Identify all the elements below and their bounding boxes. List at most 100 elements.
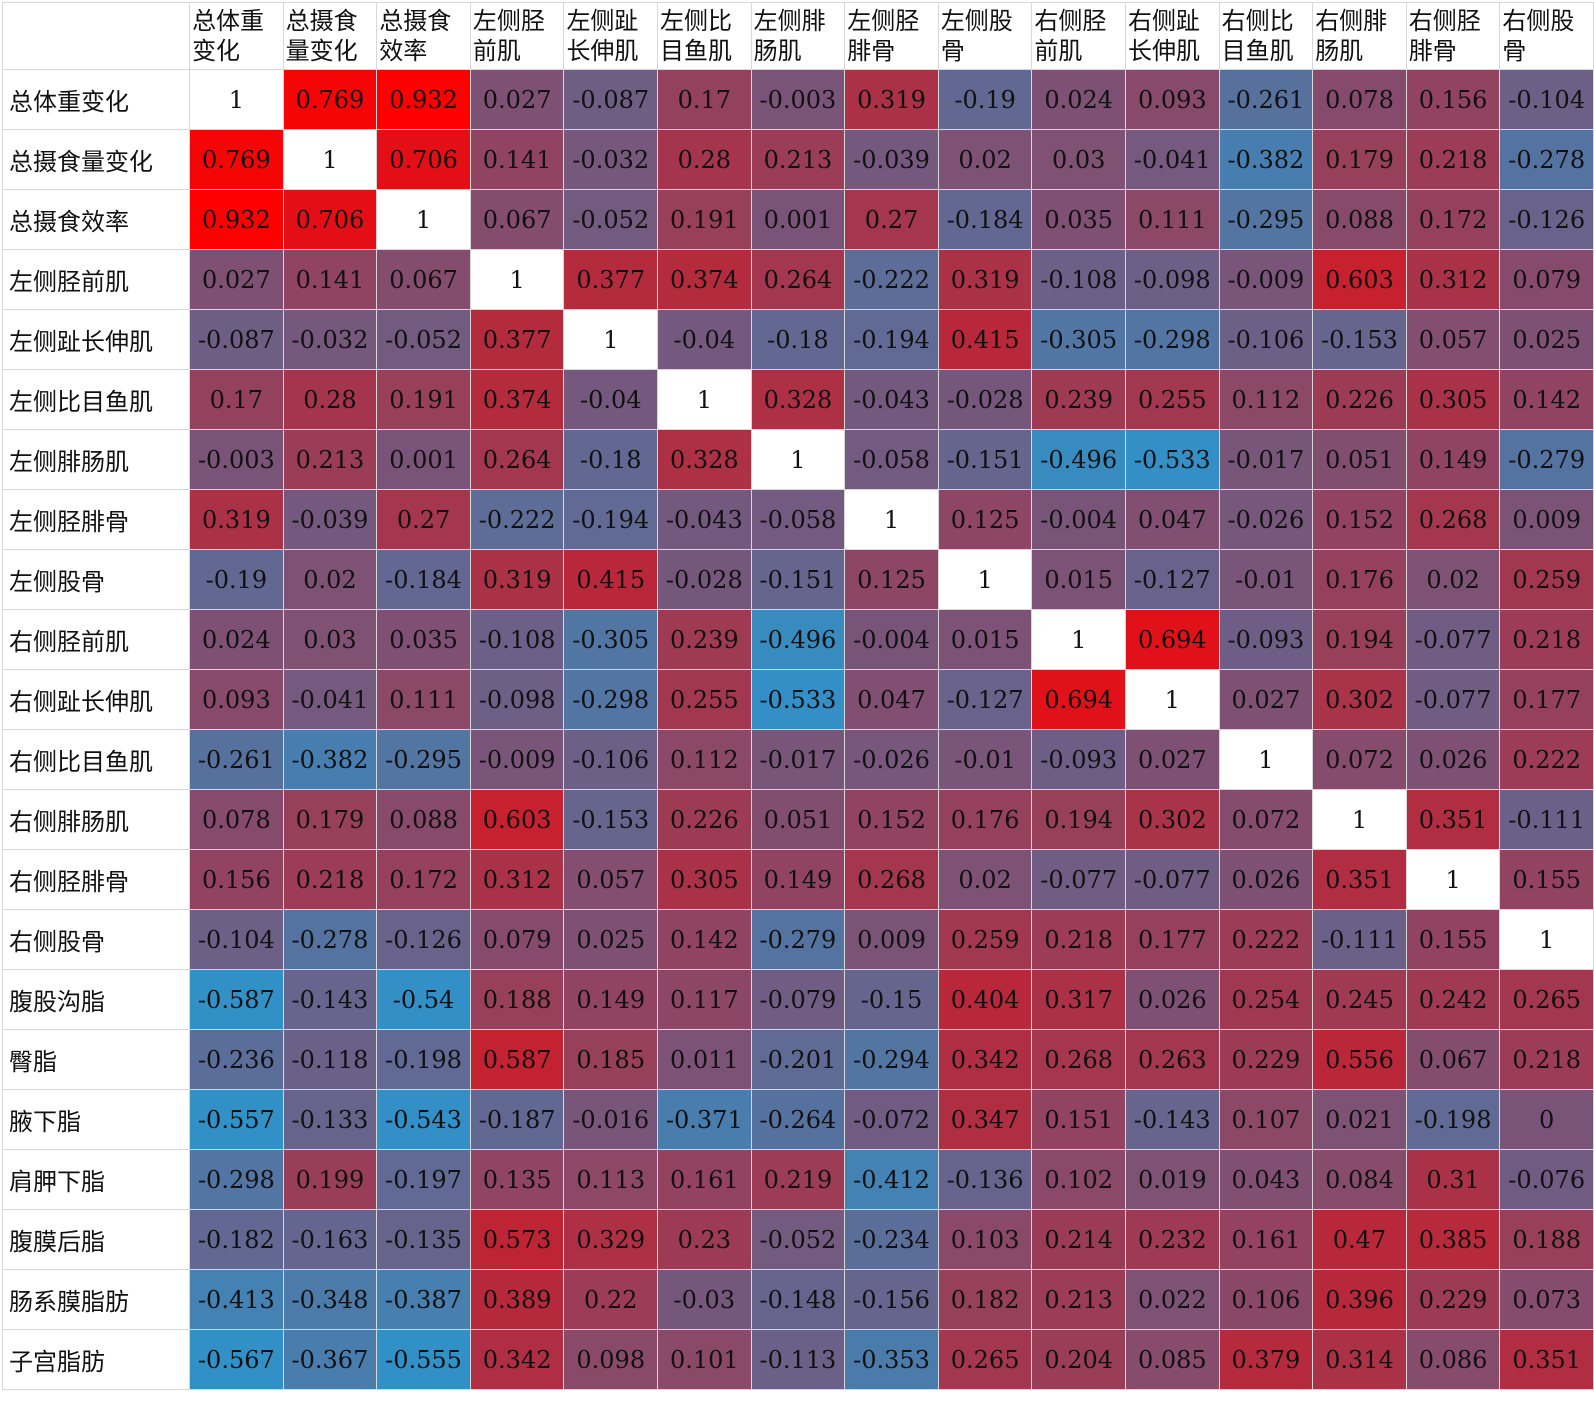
heatmap-cell: -0.098 [469,669,565,730]
heatmap-cell: -0.017 [750,729,846,790]
heatmap-cell: 0.155 [1405,909,1501,970]
heatmap-cell: -0.201 [750,1029,846,1090]
heatmap-cell: -0.009 [1218,249,1314,310]
heatmap-cell: -0.072 [844,1089,939,1150]
heatmap-cell: -0.133 [282,1089,378,1150]
heatmap-cell: 0.27 [376,489,471,550]
heatmap-cell: 0.112 [1218,369,1314,430]
column-label: 左侧趾长伸肌 [563,2,659,70]
heatmap-cell: -0.118 [282,1029,378,1090]
column-label: 左侧股骨 [937,2,1033,70]
heatmap-cell: 0.769 [189,129,284,190]
heatmap-cell: 0.769 [282,69,378,130]
heatmap-cell: 0.088 [376,789,471,850]
row-label: 左侧比目鱼肌 [1,369,191,430]
heatmap-cell: 0.011 [657,1029,752,1090]
heatmap-cell: 0.172 [376,849,471,910]
heatmap-cell: 0.176 [1312,549,1407,610]
heatmap-cell: 0.022 [1125,1269,1220,1330]
heatmap-cell: 1 [282,129,378,190]
heatmap-cell: 0.23 [657,1209,752,1270]
column-label: 总摄食量变化 [282,2,378,70]
row-label: 总体重变化 [1,69,191,130]
heatmap-cell: -0.264 [750,1089,846,1150]
heatmap-cell: 0.02 [1405,549,1501,610]
heatmap-row: 左侧股骨 -0.19 0.02 -0.184 0.319 0.415 -0.028 -0.15… [1,549,1594,610]
heatmap-cell: -0.298 [1125,309,1220,370]
heatmap-cell: 0.239 [1031,369,1126,430]
row-label: 子宫脂肪 [1,1329,191,1390]
row-label: 右侧股骨 [1,909,191,970]
heatmap-cell: 0.085 [1125,1329,1220,1390]
heatmap-cell: -0.127 [1125,549,1220,610]
heatmap-cell: -0.104 [189,909,284,970]
heatmap-cell: 0.035 [1031,189,1126,250]
heatmap-cell: 0.057 [1405,309,1501,370]
heatmap-cell: -0.496 [1031,429,1126,490]
heatmap-row: 肩胛下脂 -0.298 0.199 -0.197 0.135 0.113 0.161 0.21… [1,1149,1594,1210]
heatmap-cell: -0.126 [1499,189,1594,250]
heatmap-cell: 0.268 [1405,489,1501,550]
heatmap-cell: 0.185 [563,1029,659,1090]
heatmap-cell: 0.194 [1312,609,1407,670]
heatmap-cell: 0.179 [1312,129,1407,190]
heatmap-cell: -0.077 [1405,609,1501,670]
heatmap-cell: -0.19 [189,549,284,610]
heatmap-cell: 0.191 [657,189,752,250]
heatmap-cell: 0.161 [1218,1209,1314,1270]
heatmap-cell: 0.194 [1031,789,1126,850]
row-label: 左侧胫前肌 [1,249,191,310]
heatmap-cell: -0.236 [189,1029,284,1090]
heatmap-cell: -0.041 [1125,129,1220,190]
heatmap-cell: -0.151 [750,549,846,610]
column-label: 左侧腓肠肌 [750,2,846,70]
heatmap-cell: -0.032 [563,129,659,190]
heatmap-cell: 0.932 [189,189,284,250]
heatmap-cell: 1 [750,429,846,490]
heatmap-cell: 1 [844,489,939,550]
column-label: 右侧胫前肌 [1031,2,1126,70]
heatmap-row: 臀脂 -0.236 -0.118 -0.198 0.587 0.185 0.011 -0.20… [1,1029,1594,1090]
column-label: 右侧股骨 [1499,2,1594,70]
heatmap-cell: 0.111 [1125,189,1220,250]
heatmap-cell: 0.28 [282,369,378,430]
row-label: 右侧胫前肌 [1,609,191,670]
heatmap-cell: 0.025 [1499,309,1594,370]
heatmap-cell: -0.278 [1499,129,1594,190]
heatmap-cell: -0.496 [750,609,846,670]
heatmap-cell: 0.047 [1125,489,1220,550]
heatmap-row: 肠系膜脂肪 -0.413 -0.348 -0.387 0.389 0.22 -0.03 -0.… [1,1269,1594,1330]
heatmap-row: 右侧趾长伸肌 0.093 -0.041 0.111 -0.098 -0.298 0.255-… [1,669,1594,730]
heatmap-cell: -0.093 [1031,729,1126,790]
heatmap-cell: -0.143 [1125,1089,1220,1150]
heatmap-cell: -0.039 [844,129,939,190]
heatmap-cell: -0.003 [750,69,846,130]
heatmap-cell: 0.027 [189,249,284,310]
heatmap-cell: -0.151 [937,429,1033,490]
column-label: 右侧腓肠肌 [1312,2,1407,70]
heatmap-cell: 0.073 [1499,1269,1594,1330]
heatmap-cell: -0.106 [1218,309,1314,370]
row-label: 腹膜后脂 [1,1209,191,1270]
heatmap-cell: 0.172 [1405,189,1501,250]
column-label: 右侧胫腓骨 [1405,2,1501,70]
row-label: 右侧比目鱼肌 [1,729,191,790]
heatmap-cell: 0.047 [844,669,939,730]
heatmap-cell: -0.043 [657,489,752,550]
heatmap-cell: -0.052 [563,189,659,250]
heatmap-cell: 0.242 [1405,969,1501,1030]
heatmap-cell: -0.087 [189,309,284,370]
heatmap-cell: -0.222 [844,249,939,310]
heatmap-row: 腋下脂 -0.557 -0.133 -0.543 -0.187 -0.016 -0.371-… [1,1089,1594,1150]
heatmap-cell: -0.222 [469,489,565,550]
heatmap-cell: -0.198 [376,1029,471,1090]
heatmap-cell: 0.214 [1031,1209,1126,1270]
heatmap-cell: -0.026 [844,729,939,790]
heatmap-cell: 0.161 [657,1149,752,1210]
heatmap-cell: 0.151 [1031,1089,1126,1150]
heatmap-cell: 0.093 [1125,69,1220,130]
heatmap-cell: 0.218 [1499,609,1594,670]
heatmap-row: 右侧腓肠肌 0.078 0.179 0.088 0.603 -0.153 0.226 0.05… [1,789,1594,850]
heatmap-cell: 0.112 [657,729,752,790]
heatmap-cell: -0.279 [1499,429,1594,490]
